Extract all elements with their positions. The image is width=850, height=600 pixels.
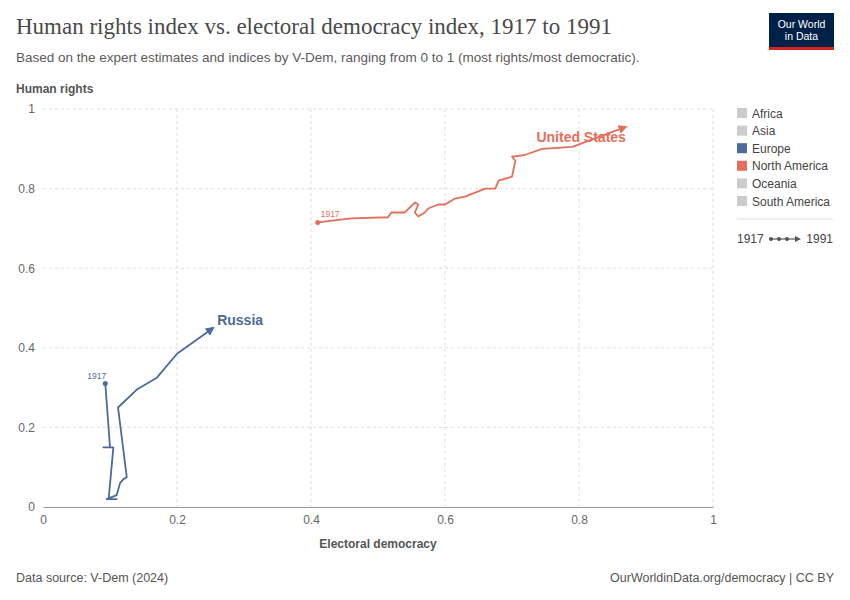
time-line [769,238,799,239]
legend-label: North America [752,159,828,173]
x-tick-label: 1 [710,513,717,527]
legend-label: Europe [752,142,791,156]
legend-item: Europe [737,142,791,156]
x-tick: 0.2 [169,507,186,527]
y-tick-label: 0.2 [18,421,35,435]
time-dot [769,237,773,241]
credit: OurWorldinData.org/democracy | CC BY [610,571,835,585]
y-axis-title: Human rights [16,82,94,96]
y-axis: 0 0.2 0.4 0.6 0.8 1 [18,102,43,514]
legend-item: Oceania [737,177,797,191]
series-line [103,328,213,499]
legend-item: South America [737,195,830,209]
time-dot [777,237,781,241]
grid-line-x [713,109,714,507]
grid-line-x [579,109,580,507]
grid-line-y [43,109,713,110]
y-tick: 1 [28,102,43,116]
logo-text: Our World [778,18,826,30]
logo-text: in Data [785,30,818,42]
x-tick: 0 [40,507,47,527]
x-tick-label: 0.2 [169,513,186,527]
legend-separator [737,219,833,220]
x-tick-label: 0 [40,513,47,527]
y-tick: 0.2 [18,421,43,435]
time-end: 1991 [806,232,833,246]
legend-label: Africa [752,107,783,121]
legend-item: North America [737,159,828,173]
x-axis: 0 0.2 0.4 0.6 0.8 1 [40,507,717,527]
x-tick: 0.8 [571,507,588,527]
legend-item: Asia [737,124,776,138]
legend-label: Asia [752,124,776,138]
logo-bar [769,47,834,50]
title: Human rights index vs. electoral democra… [16,14,612,39]
start-point [103,381,108,386]
grid-line-y [43,347,713,348]
series-line [318,127,626,223]
logo-box [769,13,834,50]
time-dot [785,237,789,241]
legend-swatch [737,178,747,188]
x-tick-label: 0.4 [303,513,320,527]
legend-swatch [737,196,747,206]
legend: Africa Asia Europe North America Oceania Sout… [737,107,833,247]
time-arrow [795,236,801,242]
y-tick: 0.6 [18,262,43,276]
grid-line-y [43,188,713,189]
legend-label: South America [752,195,830,209]
y-tick-label: 0.6 [18,262,35,276]
y-tick: 0.8 [18,182,43,196]
grid-line-y [43,427,713,428]
start-point [315,220,320,225]
series-label: United States [536,129,626,145]
y-tick-label: 0 [28,500,35,514]
source: Data source: V-Dem (2024) [16,571,168,585]
grid-line-x [311,109,312,507]
grid-line-x [177,109,178,507]
x-axis-line [44,507,714,508]
x-tick: 1 [710,507,717,527]
x-tick: 0.6 [437,507,454,527]
grid [43,109,713,507]
x-tick: 0.4 [303,507,320,527]
start-label: 1917 [321,209,340,219]
logo: Our Worldin Data [769,13,834,50]
grid-line-x [445,109,446,507]
y-axis-line [43,110,44,508]
legend-label: Oceania [752,177,797,191]
subtitle: Based on the expert estimates and indice… [16,50,640,65]
start-label: 1917 [87,371,106,381]
chart: Human rights index vs. electoral democra… [0,0,850,600]
x-axis-title: Electoral democracy [319,537,437,551]
legend-swatch [737,143,747,153]
y-tick-label: 1 [28,102,35,116]
y-tick-label: 0.8 [18,182,35,196]
plot-area [103,127,626,499]
legend-item: Africa [737,107,783,121]
series-labels: Russia 1917 United States 1917 [87,129,626,381]
x-tick-label: 0.8 [571,513,588,527]
grid-line-y [43,268,713,269]
y-tick: 0.4 [18,341,43,355]
legend-swatch [737,161,747,171]
legend-swatch [737,108,747,118]
y-tick-label: 0.4 [18,341,35,355]
x-tick-label: 0.6 [437,513,454,527]
series-label: Russia [217,312,263,328]
legend-swatch [737,126,747,136]
time-start: 1917 [737,232,764,246]
y-tick: 0 [28,500,43,514]
